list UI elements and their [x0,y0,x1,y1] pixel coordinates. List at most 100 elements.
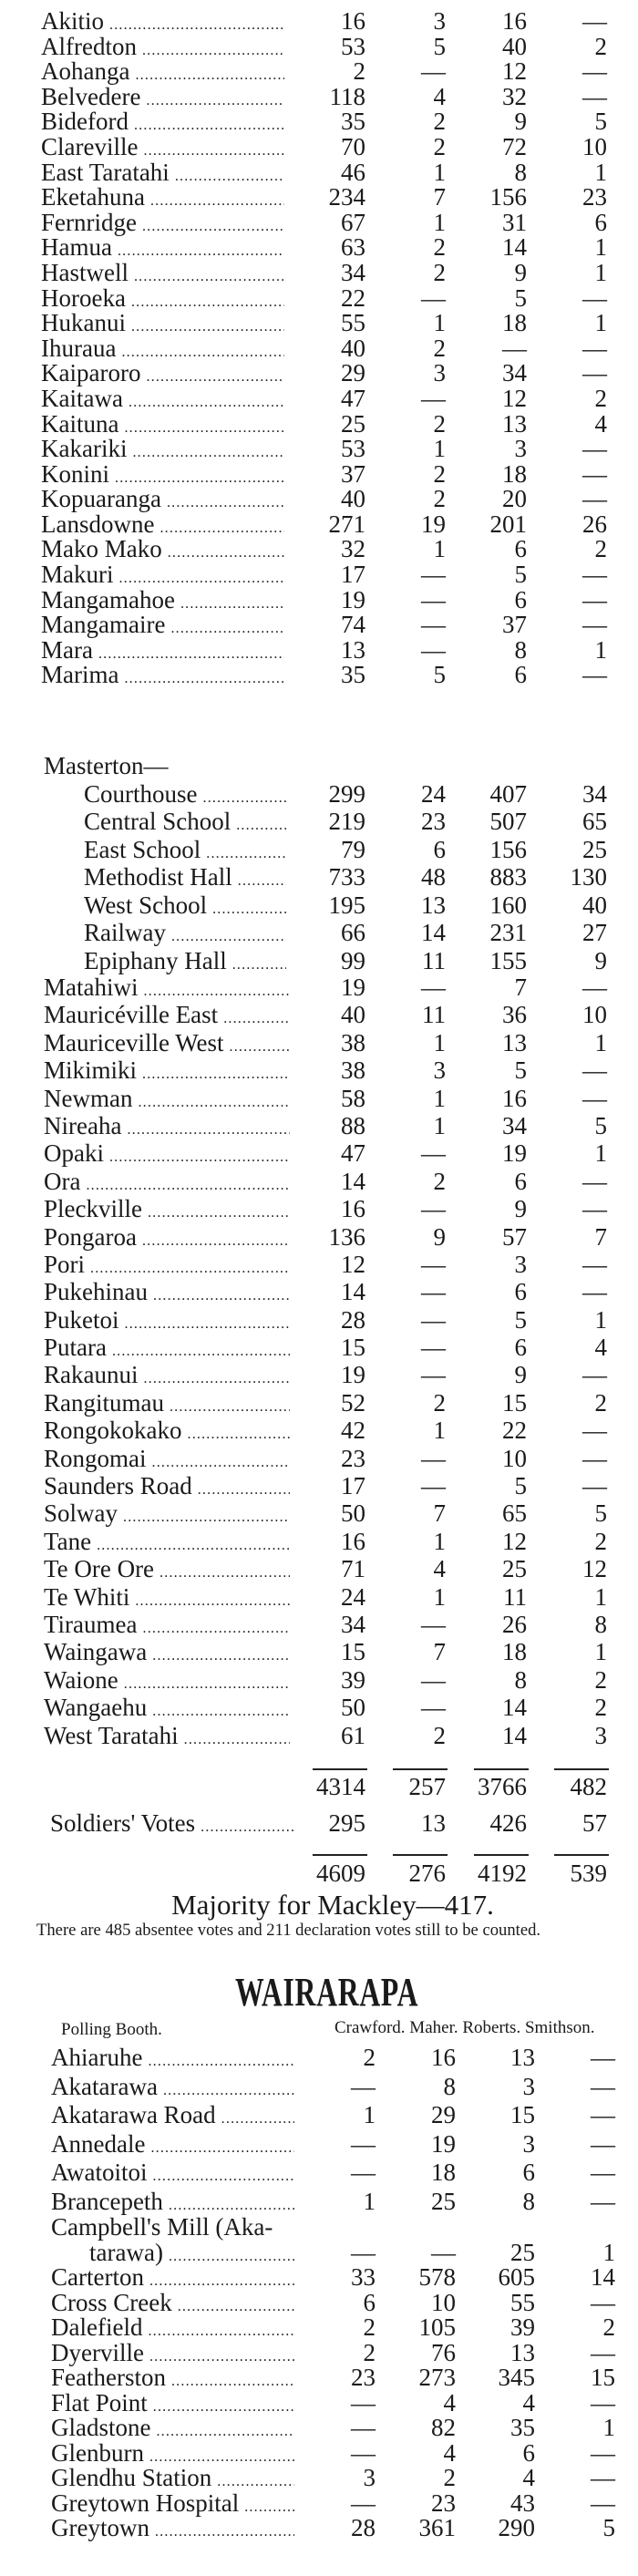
vote-count: 130 [570,863,608,891]
booth-name: Carterton [51,2265,144,2291]
masterton-rows-a: Akitio16316—Alfredton535402Aohanga2—12—B… [0,7,638,689]
vote-count: 1 [594,635,608,664]
vote-count: 6 [433,835,447,863]
vote-count: 1 [594,1028,608,1056]
vote-count: 67 [341,208,365,236]
vote-count: 6 [514,661,528,689]
vote-count: 19 [421,510,446,538]
table-row: Opaki 47 — 19 1 [0,1139,638,1167]
vote-count: 11 [503,1582,527,1611]
table-row: Fernridge 67 1 31 6 [0,208,638,236]
vote-count: 2 [433,1167,447,1195]
vote-count: 23 [351,2364,376,2391]
booth-label: Masterton— [44,752,292,780]
vote-count: 25 [502,1555,527,1583]
vote-count: 26 [502,1610,527,1638]
table-row: Glendhu Station 3 2 4 — [0,2464,638,2491]
vote-count: 14 [341,1167,365,1195]
vote-count: 273 [418,2364,457,2391]
vote-count: 345 [498,2364,536,2391]
vote-count: 2 [594,1694,608,1722]
booth-name: Mikimiki [44,1056,138,1085]
booth-name: Rangitumau [44,1388,164,1417]
booth-name: East Taratahi [41,160,170,186]
booth-label: Kopuaranga [41,487,284,516]
vote-count: — [582,82,607,110]
booth-name: Horoeka [41,285,126,312]
table-row: Mauricéville East 40 11 36 10 [0,1001,638,1028]
vote-count: 7 [514,974,528,1001]
vote-count: — [582,359,607,387]
vote-count: 71 [341,1555,365,1583]
vote-count: 1 [594,309,608,337]
vote-count: 1 [594,258,608,286]
vote-count: 27 [582,919,607,946]
vote-count: — [591,2438,615,2467]
table-row: Wangaehu 50 — 14 2 [0,1694,638,1721]
booth-label: Mauricéville East [44,1001,290,1033]
vote-count: 3 [433,359,447,387]
vote-count: — [502,334,527,362]
table-row: Mangamahoe 19 — 6 — [0,587,638,613]
vote-count: 482 [570,1773,608,1800]
booth-name: Hukanui [41,311,126,337]
vote-count: — [591,2129,615,2158]
table-row: Horoeka 22 — 5 — [0,283,638,312]
vote-count: 8 [443,2072,457,2100]
booth-name: Saunders Road [44,1472,192,1500]
table-row: Kaituna 25 2 13 4 [0,411,638,441]
booth-name: Greytown Hospital [51,2490,240,2517]
vote-count: 39 [510,2313,535,2341]
vote-count: — [582,1472,607,1500]
vote-count: 1 [594,158,608,186]
booth-label: Gladstone [51,2416,294,2445]
vote-count: 6 [522,2438,536,2467]
booth-name: Glenburn [51,2440,144,2467]
vote-count: — [582,7,607,35]
table-row: Solway 50 7 65 5 [0,1499,638,1527]
booth-name: Te Ore Ore [44,1555,155,1583]
table-row: Rongomai 23 — 10 — [0,1445,638,1472]
vote-count: 3 [363,2464,376,2491]
booth-label: Ihuraua [41,336,284,366]
vote-count: — [421,1472,446,1500]
vote-count: — [582,561,607,589]
vote-count: — [591,2187,615,2215]
vote-count: 1 [433,435,447,463]
vote-count: 25 [510,2238,535,2266]
table-row: Rakaunui 19 — 9 — [0,1361,638,1388]
booth-label: Ora [44,1168,290,1200]
vote-count: 38 [341,1056,365,1085]
table-row: Awatoitoi — 18 6 — [0,2159,638,2188]
vote-count: — [591,2101,615,2129]
booth-label: Rakaunui [44,1361,290,1393]
vote-count: 28 [351,2514,376,2541]
booth-label: Dyerville [51,2341,294,2370]
vote-count: 32 [502,82,527,110]
vote-count: 5 [514,283,528,312]
vote-count: — [582,485,607,513]
vote-count: 539 [570,1860,608,1887]
table-row: Methodist Hall 733 48 883 130 [0,863,638,891]
table-row: Dyerville 2 76 13 — [0,2340,638,2366]
booth-label: Kaituna [41,412,284,441]
vote-count: 160 [489,891,528,919]
booth-name: Awatoitoi [51,2159,148,2187]
vote-count: 15 [510,2101,535,2129]
booth-label: Alfredton [41,35,284,64]
vote-count: 12 [502,57,527,86]
vote-count: 156 [489,183,528,211]
vote-count: 24 [421,779,446,808]
vote-count: — [591,2464,615,2491]
vote-count: — [582,661,607,689]
vote-count: 13 [421,891,446,919]
uncounted-votes-note: There are 485 absentee votes and 211 dec… [36,1921,541,1940]
table-row: Greytown Hospital — 23 43 — [0,2490,638,2517]
table-row: Hamua 63 2 14 1 [0,235,638,261]
booth-name: Mangamahoe [41,587,175,613]
booth-name: Hastwell [41,260,129,286]
vote-count: 4 [522,2388,536,2416]
booth-label: Soldiers' Votes [50,1810,293,1840]
vote-count: 156 [489,835,528,863]
vote-count: 2 [594,1388,608,1417]
